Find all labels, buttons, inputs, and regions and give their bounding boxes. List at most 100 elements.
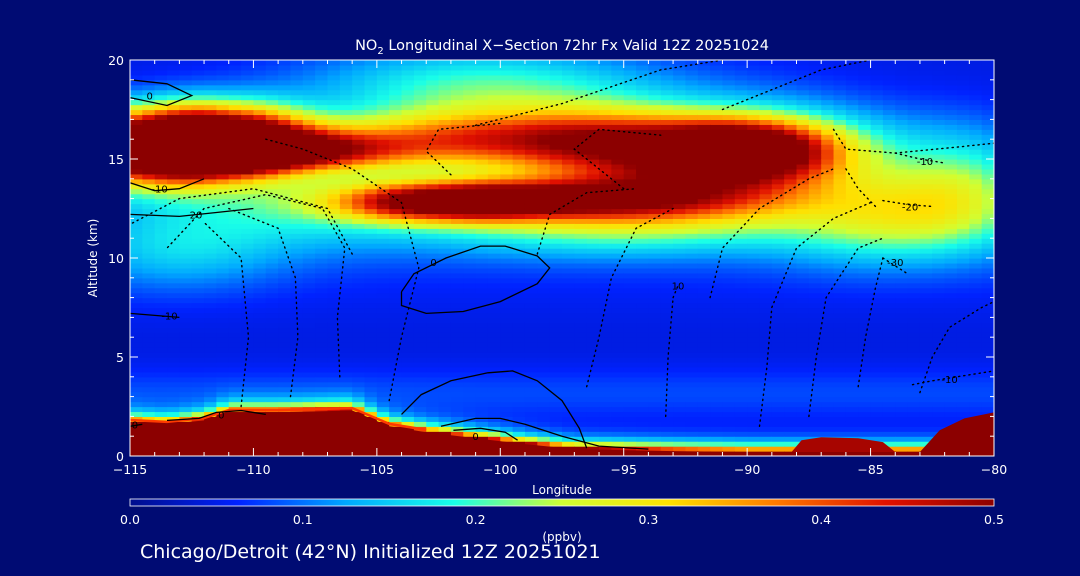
heat-cell — [364, 149, 378, 155]
heat-cell — [623, 357, 637, 363]
heat-cell — [747, 69, 761, 76]
heat-cell — [253, 109, 267, 116]
heat-cell — [623, 401, 637, 408]
heat-cell — [845, 243, 859, 249]
heat-cell — [537, 317, 551, 323]
heat-cell — [858, 74, 872, 81]
heat-cell — [327, 267, 341, 274]
heat-cell — [154, 381, 168, 388]
heat-cell — [648, 74, 662, 81]
heat-cell — [562, 79, 575, 86]
heat-cell — [204, 114, 217, 120]
heat-cell — [426, 203, 440, 210]
heat-cell — [833, 223, 847, 229]
heat-cell — [438, 248, 452, 254]
heat-cell — [401, 307, 415, 314]
heat-cell — [870, 272, 884, 279]
heat-cell — [241, 129, 255, 135]
heat-cell — [895, 292, 909, 299]
heat-cell — [710, 213, 724, 219]
heat-cell — [562, 119, 575, 125]
heat-cell — [315, 193, 329, 200]
heat-cell — [586, 213, 600, 219]
heat-cell — [895, 302, 909, 309]
heat-cell — [821, 208, 835, 215]
heat-cell — [648, 272, 662, 279]
heat-cell — [562, 149, 575, 155]
heat-cell — [623, 391, 637, 398]
heat-cell — [302, 282, 316, 289]
heat-cell — [796, 173, 810, 180]
heat-cell — [512, 74, 526, 81]
heat-cell — [784, 74, 798, 81]
heat-cell — [759, 347, 773, 353]
heat-cell — [302, 109, 316, 116]
heat-cell — [784, 159, 798, 165]
heat-cell — [771, 342, 785, 348]
heat-cell — [722, 287, 736, 294]
heat-cell — [784, 366, 798, 373]
heat-cell — [524, 317, 538, 323]
heat-cell — [438, 426, 452, 432]
concentration-field — [130, 60, 994, 456]
heat-cell — [253, 168, 267, 175]
heat-cell — [648, 79, 662, 86]
heat-cell — [660, 89, 674, 96]
heat-cell — [549, 426, 563, 432]
heat-cell — [142, 228, 156, 234]
heat-cell — [179, 69, 193, 76]
heat-cell — [463, 431, 477, 437]
heat-cell — [130, 307, 143, 314]
heat-cell — [870, 317, 884, 323]
heat-cell — [537, 213, 551, 219]
heat-cell — [130, 183, 143, 190]
heat-cell — [549, 134, 563, 140]
heat-cell — [438, 60, 452, 66]
heat-cell — [648, 149, 662, 155]
heat-cell — [808, 178, 822, 185]
heat-cell — [339, 208, 353, 215]
heat-cell — [734, 322, 748, 328]
heat-cell — [475, 277, 489, 284]
heat-cell — [882, 386, 896, 393]
heat-cell — [648, 233, 662, 239]
heat-cell — [784, 391, 798, 398]
heat-cell — [278, 401, 292, 408]
heat-cell — [413, 277, 427, 284]
heat-cell — [438, 297, 452, 304]
heat-cell — [858, 228, 872, 234]
heat-cell — [389, 114, 403, 120]
heat-cell — [734, 431, 748, 437]
heat-cell — [870, 178, 884, 185]
heat-cell — [858, 233, 872, 239]
heat-cell — [413, 406, 427, 413]
heat-cell — [808, 144, 822, 150]
heat-cell — [364, 317, 378, 323]
heat-cell — [722, 267, 736, 274]
heat-cell — [673, 94, 687, 101]
heat-cell — [241, 337, 255, 343]
heat-cell — [524, 109, 538, 116]
heat-cell — [821, 357, 835, 363]
heat-cell — [364, 223, 378, 229]
heat-cell — [722, 119, 736, 125]
heat-cell — [808, 233, 822, 239]
heat-cell — [167, 163, 180, 170]
heat-cell — [179, 208, 193, 215]
heat-cell — [253, 159, 267, 165]
heat-cell — [697, 134, 711, 140]
heat-cell — [660, 297, 674, 304]
heat-cell — [376, 312, 390, 318]
heat-cell — [722, 74, 736, 81]
heat-cell — [562, 297, 575, 304]
heat-cell — [142, 258, 156, 264]
heat-cell — [352, 342, 366, 348]
heat-cell — [216, 342, 230, 348]
heat-cell — [130, 327, 143, 333]
heat-cell — [253, 173, 267, 180]
heat-cell — [747, 238, 761, 244]
heat-cell — [537, 416, 551, 422]
heat-cell — [142, 89, 156, 96]
heat-cell — [821, 198, 835, 205]
heat-cell — [845, 312, 859, 318]
